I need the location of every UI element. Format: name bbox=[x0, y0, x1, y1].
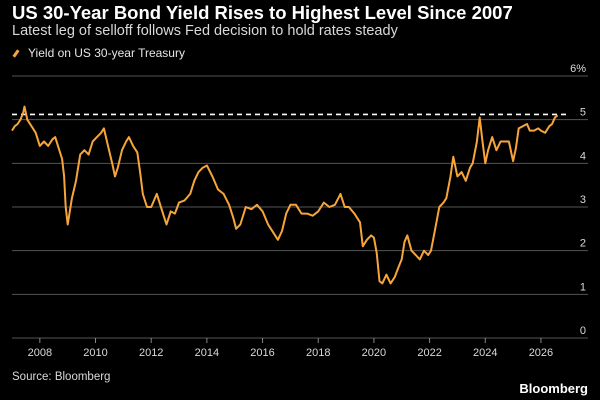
x-tick-label-2012: 2012 bbox=[139, 347, 163, 359]
y-tick-label-6: 6% bbox=[570, 63, 586, 75]
x-tick-label-2026: 2026 bbox=[529, 347, 553, 359]
brand-logo: Bloomberg bbox=[519, 381, 588, 396]
chart-subtitle: Latest leg of selloff follows Fed decisi… bbox=[12, 23, 398, 39]
x-tick-label-2016: 2016 bbox=[250, 347, 274, 359]
x-tick-label-2014: 2014 bbox=[195, 347, 219, 359]
y-tick-label-2: 2 bbox=[580, 238, 586, 250]
y-tick-label-0: 0 bbox=[580, 325, 586, 337]
x-tick-label-2022: 2022 bbox=[417, 347, 441, 359]
x-tick-label-2024: 2024 bbox=[473, 347, 497, 359]
x-tick-label-2020: 2020 bbox=[362, 347, 386, 359]
series-group bbox=[11, 105, 559, 285]
x-tick-label-2018: 2018 bbox=[306, 347, 330, 359]
y-tick-label-1: 1 bbox=[580, 281, 586, 293]
y-axis: 0 1 2 3 4 5 6% bbox=[570, 63, 586, 337]
x-tick-label-2010: 2010 bbox=[83, 347, 107, 359]
series-line-0 bbox=[11, 105, 559, 285]
x-tick-label-2008: 2008 bbox=[28, 347, 52, 359]
chart-title: US 30-Year Bond Yield Rises to Highest L… bbox=[12, 2, 513, 23]
chart-legend: Yield on US 30-year Treasury bbox=[12, 46, 185, 60]
legend-label: Yield on US 30-year Treasury bbox=[28, 46, 185, 60]
y-tick-label-4: 4 bbox=[580, 150, 586, 162]
y-tick-label-3: 3 bbox=[580, 194, 586, 206]
chart-grid bbox=[12, 75, 588, 339]
y-tick-label-5: 5 bbox=[580, 107, 586, 119]
source-note: Source: Bloomberg bbox=[12, 371, 111, 383]
x-axis: 2008 2010 2012 2014 2016 2018 2020 2022 2024 2026 bbox=[28, 338, 553, 359]
